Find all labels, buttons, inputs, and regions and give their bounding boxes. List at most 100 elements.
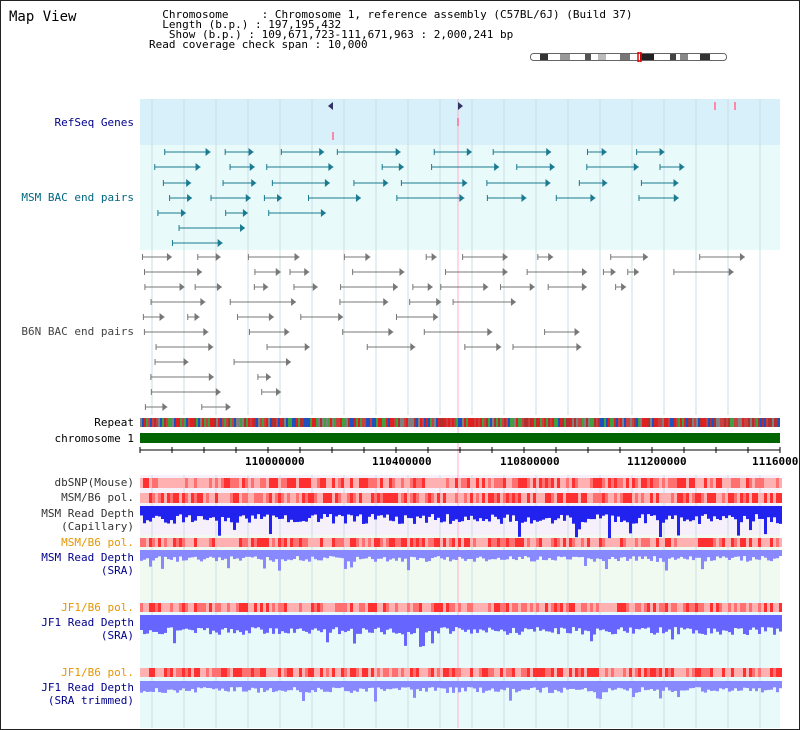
dbsnp-bar	[143, 478, 146, 488]
jf1-sra-depth-bar	[440, 615, 443, 628]
jf1-b6-pol-bar-2	[227, 668, 230, 677]
jf1-b6-pol-bar-2	[143, 668, 146, 677]
msm-b6-pol-bar	[434, 493, 437, 503]
msm-capillary-depth-bar	[161, 506, 164, 520]
msm-sra-depth-bar	[293, 550, 296, 559]
repeat-segment	[140, 418, 142, 427]
jf1-sra-depth-bar	[554, 615, 557, 629]
jf1-b6-pol-bar	[608, 603, 611, 612]
msm-b6-pol-bar	[461, 493, 464, 503]
msm-b6-pol-bar	[353, 493, 356, 503]
dbsnp-bar	[416, 478, 419, 488]
msm-sra-depth-bar	[773, 550, 776, 559]
jf1-sra-depth-bar	[647, 615, 650, 628]
dbsnp-bar	[230, 478, 233, 488]
msm-capillary-depth-bar	[545, 506, 548, 519]
jf1-b6-pol-bar-2	[533, 668, 536, 677]
msm-capillary-depth-bar	[407, 506, 410, 519]
jf1-b6-pol-bar-2	[755, 668, 758, 677]
msm-sra-depth-bar	[563, 550, 566, 557]
repeat-segment	[650, 418, 652, 427]
msm-b6-pol-bar	[524, 493, 527, 503]
jf1-b6-pol-bar	[293, 603, 296, 612]
jf1-b6-pol-label: JF1/B6 pol.	[61, 601, 134, 614]
msm-b6-pol-bar-2	[656, 538, 659, 547]
msm-capillary-depth-bar	[722, 506, 725, 517]
msm-b6-pol-bar-2	[245, 538, 248, 547]
jf1-sra-depth-bar	[284, 615, 287, 633]
jf1-b6-pol-bar-2	[671, 668, 674, 677]
msm-sra-depth-bar	[677, 550, 680, 559]
b6n-bac-pair	[388, 328, 394, 336]
msm-sra-depth-bar	[233, 550, 236, 560]
msm-b6-pol-bar	[194, 493, 197, 503]
dbsnp-bar	[461, 478, 464, 488]
msm-capillary-depth-bar	[635, 506, 638, 524]
jf1-trim-depth-bar	[563, 681, 566, 688]
dbsnp-bar	[413, 478, 416, 488]
msm-bac-pair	[398, 163, 404, 171]
jf1-trim-depth-bar	[257, 681, 260, 693]
msm-sra-depth-bar	[605, 550, 608, 570]
repeat-segment	[728, 418, 730, 427]
repeat-segment	[252, 418, 254, 427]
msm-b6-pol-bar-2	[629, 538, 632, 547]
dbsnp-bar	[689, 478, 692, 488]
jf1-trim-depth-bar	[758, 681, 761, 689]
jf1-b6-pol-bar	[575, 603, 578, 612]
dbsnp-bar	[584, 478, 587, 488]
msm-b6-pol-bar	[209, 493, 212, 503]
jf1-sra-depth-bar	[722, 615, 725, 631]
msm-b6-pol-bar-2	[476, 538, 479, 547]
msm-b6-pol-bar	[674, 493, 677, 503]
jf1-sra-depth-bar	[200, 615, 203, 629]
msm-bac-pair	[251, 179, 257, 187]
dbsnp-bar	[590, 478, 593, 488]
b6n-bac-pair	[216, 283, 222, 291]
msm-b6-pol-bar	[536, 493, 539, 503]
jf1-b6-pol-bar	[296, 603, 299, 612]
jf1-trim-depth-bar	[482, 681, 485, 693]
dbsnp-bar	[437, 478, 440, 488]
chromosome-ideogram[interactable]	[530, 52, 728, 62]
msm-b6-pol-bar	[557, 493, 560, 503]
msm-b6-pol-bar	[632, 493, 635, 503]
jf1-sra-depth-bar	[701, 615, 704, 634]
repeat-segment	[726, 418, 728, 427]
msm-b6-pol-bar-2	[749, 538, 752, 547]
dbsnp-bar	[155, 478, 158, 488]
dbsnp-bar	[191, 478, 194, 488]
msm-sra-depth-bar	[701, 550, 704, 570]
jf1-b6-pol-bar	[236, 603, 239, 612]
msm-b6-pol-bar	[152, 493, 155, 503]
b6n-bac-pair	[502, 253, 508, 261]
repeat-segment	[180, 418, 182, 427]
msm-sra-depth-bar	[215, 550, 218, 562]
jf1-b6-pol-bar-2	[770, 668, 773, 677]
jf1-trim-depth-bar	[350, 681, 353, 693]
msm-b6-pol-bar	[212, 493, 215, 503]
repeat-segment	[402, 418, 404, 427]
msm-b6-pol-bar-2	[344, 538, 347, 547]
jf1-b6-pol-bar-2	[410, 668, 413, 677]
jf1-sra-depth-bar	[521, 615, 524, 632]
jf1-b6-pol-bar	[560, 603, 563, 612]
jf1-trim-depth-bar	[623, 681, 626, 690]
jf1-b6-pol-bar-2	[380, 668, 383, 677]
repeat-segment	[604, 418, 606, 427]
msm-b6-pol-bar	[638, 493, 641, 503]
msm-b6-pol-bar-2	[143, 538, 146, 547]
dbsnp-bar	[578, 478, 581, 488]
msm-b6-pol-bar	[167, 493, 170, 503]
msm-capillary-depth-bar	[647, 506, 650, 515]
msm-b6-pol-bar-2	[314, 538, 317, 547]
msm-sra-depth-bar	[404, 550, 407, 559]
jf1-b6-pol-bar-2	[371, 668, 374, 677]
msm-b6-pol-bar-2	[317, 538, 320, 547]
msm-b6-pol-bar-2	[221, 538, 224, 547]
dbsnp-bar	[449, 478, 452, 488]
msm-b6-pol-bar-2	[347, 538, 350, 547]
repeat-segment	[642, 418, 644, 427]
msm-b6-pol-bar	[470, 493, 473, 503]
